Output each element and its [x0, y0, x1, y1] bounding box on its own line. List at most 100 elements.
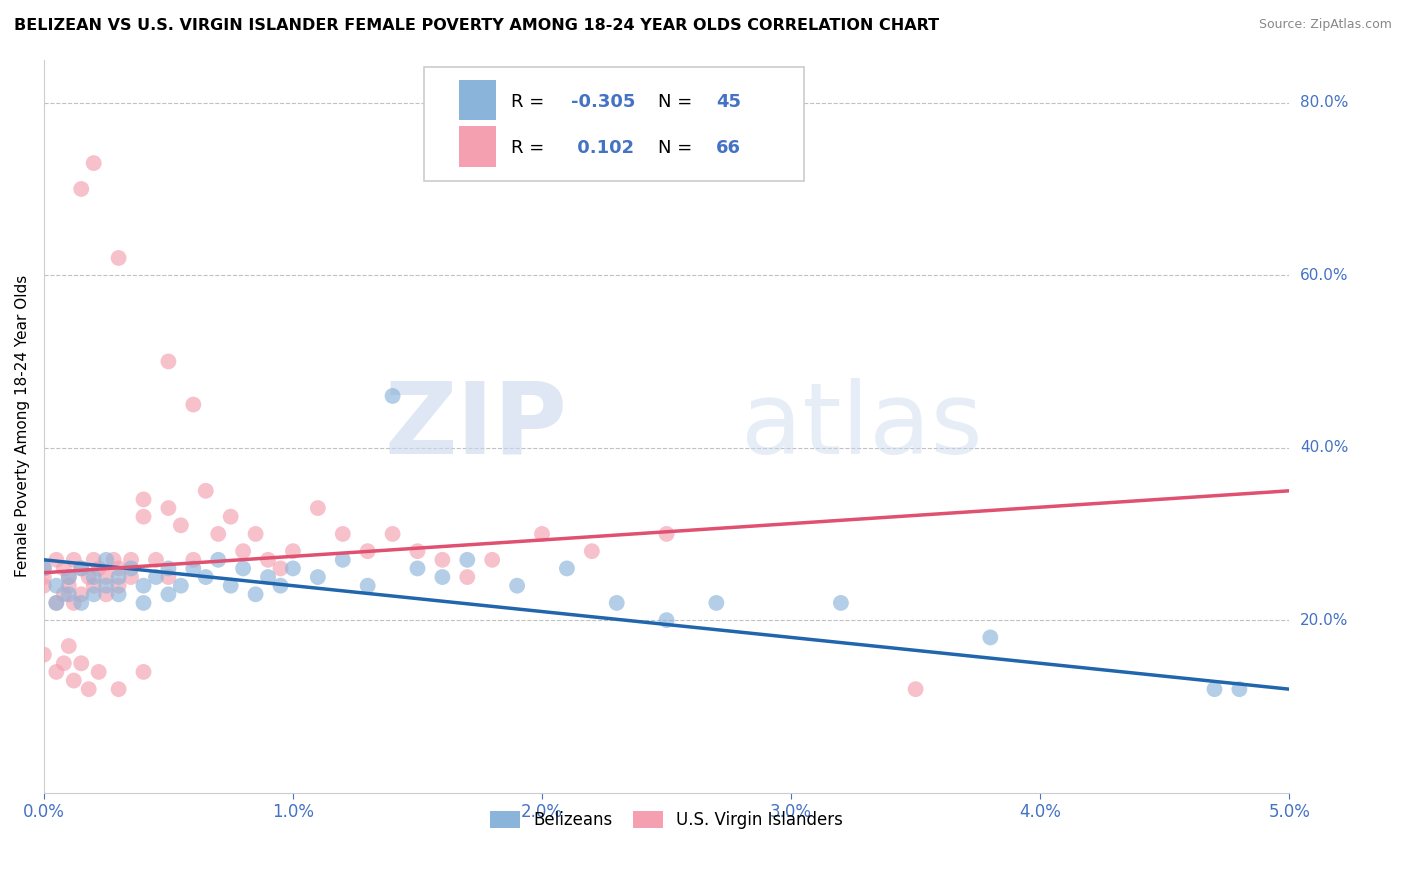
- Point: [506, 579, 529, 593]
- Point: [107, 587, 129, 601]
- Text: N =: N =: [658, 93, 697, 111]
- Point: [52, 587, 75, 601]
- Point: [62, 553, 84, 567]
- Point: [381, 527, 404, 541]
- Point: [281, 544, 304, 558]
- Point: [606, 596, 628, 610]
- Point: [45, 579, 67, 593]
- Point: [45, 665, 67, 679]
- Point: [170, 579, 193, 593]
- Point: [1204, 682, 1226, 697]
- Point: [58, 587, 80, 601]
- Point: [96, 579, 118, 593]
- Text: Source: ZipAtlas.com: Source: ZipAtlas.com: [1258, 18, 1392, 31]
- Point: [107, 682, 129, 697]
- Point: [62, 673, 84, 688]
- Text: 80.0%: 80.0%: [1301, 95, 1348, 111]
- Point: [183, 561, 205, 575]
- Text: 66: 66: [717, 139, 741, 158]
- Point: [332, 527, 354, 541]
- Point: [979, 631, 1001, 645]
- Text: N =: N =: [658, 139, 697, 158]
- Point: [58, 579, 80, 593]
- Point: [307, 501, 329, 516]
- Point: [70, 587, 93, 601]
- Point: [107, 251, 129, 265]
- Text: R =: R =: [510, 139, 550, 158]
- Y-axis label: Female Poverty Among 18-24 Year Olds: Female Poverty Among 18-24 Year Olds: [15, 275, 30, 577]
- Point: [83, 570, 105, 584]
- Point: [456, 570, 478, 584]
- Point: [706, 596, 728, 610]
- Point: [245, 527, 267, 541]
- Point: [58, 570, 80, 584]
- Point: [357, 544, 380, 558]
- Text: 45: 45: [717, 93, 741, 111]
- Point: [87, 561, 110, 575]
- Point: [70, 182, 93, 196]
- Point: [219, 509, 242, 524]
- Point: [655, 613, 678, 627]
- Point: [45, 596, 67, 610]
- Point: [270, 561, 292, 575]
- Point: [107, 579, 129, 593]
- Point: [406, 544, 429, 558]
- Point: [456, 553, 478, 567]
- Text: 40.0%: 40.0%: [1301, 440, 1348, 455]
- Point: [32, 579, 55, 593]
- Point: [904, 682, 927, 697]
- Point: [77, 682, 100, 697]
- Point: [381, 389, 404, 403]
- Point: [32, 570, 55, 584]
- Point: [232, 544, 254, 558]
- Point: [52, 561, 75, 575]
- Point: [1229, 682, 1251, 697]
- Point: [145, 553, 167, 567]
- Point: [245, 587, 267, 601]
- Point: [357, 579, 380, 593]
- Point: [531, 527, 554, 541]
- Point: [157, 561, 180, 575]
- Point: [232, 561, 254, 575]
- Point: [32, 561, 55, 575]
- Point: [157, 354, 180, 368]
- Point: [481, 553, 503, 567]
- Point: [32, 648, 55, 662]
- Point: [132, 596, 155, 610]
- Point: [830, 596, 852, 610]
- Point: [207, 527, 229, 541]
- Bar: [458, 79, 496, 120]
- Point: [32, 561, 55, 575]
- Point: [432, 553, 454, 567]
- Point: [52, 657, 75, 671]
- Point: [332, 553, 354, 567]
- Point: [70, 561, 93, 575]
- Point: [432, 570, 454, 584]
- Point: [83, 579, 105, 593]
- Point: [120, 553, 142, 567]
- Point: [83, 587, 105, 601]
- FancyBboxPatch shape: [423, 67, 804, 180]
- Point: [83, 553, 105, 567]
- Point: [77, 570, 100, 584]
- Point: [103, 553, 125, 567]
- Point: [270, 579, 292, 593]
- Point: [45, 596, 67, 610]
- Point: [96, 553, 118, 567]
- Point: [406, 561, 429, 575]
- Point: [257, 553, 280, 567]
- Point: [83, 156, 105, 170]
- Point: [70, 596, 93, 610]
- Text: atlas: atlas: [741, 377, 983, 475]
- Point: [58, 639, 80, 653]
- Legend: Belizeans, U.S. Virgin Islanders: Belizeans, U.S. Virgin Islanders: [484, 804, 849, 836]
- Point: [120, 570, 142, 584]
- Point: [307, 570, 329, 584]
- Point: [62, 596, 84, 610]
- Point: [70, 657, 93, 671]
- Point: [555, 561, 578, 575]
- Point: [157, 501, 180, 516]
- Point: [281, 561, 304, 575]
- Point: [581, 544, 603, 558]
- Point: [183, 553, 205, 567]
